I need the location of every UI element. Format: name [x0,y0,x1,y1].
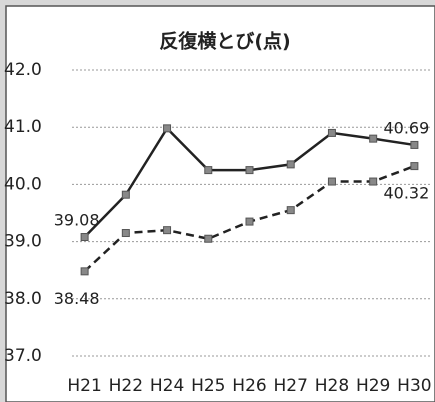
x-tick-label: H21 [67,376,101,396]
point-marker [369,134,378,143]
point-marker [327,177,336,186]
point-marker [121,190,130,199]
point-marker [204,234,213,243]
point-marker [245,217,254,226]
point-marker [369,177,378,186]
chart-frame [5,5,435,402]
x-tick-label: H25 [191,376,225,396]
x-tick-label: H29 [356,376,390,396]
y-tick-label: 41.0 [4,117,42,137]
y-tick-label: 39.0 [4,232,42,252]
data-label: 39.08 [54,211,100,230]
y-tick-label: 38.0 [4,289,42,309]
data-label: 38.48 [54,289,100,308]
x-tick-label: H22 [109,376,143,396]
point-marker [163,124,172,133]
point-marker [245,166,254,175]
y-tick-label: 42.0 [4,60,42,80]
x-tick-label: H26 [232,376,266,396]
chart-title: 反復横とび(点) [159,30,290,53]
data-label: 40.32 [383,184,429,203]
point-marker [80,267,89,276]
point-marker [80,233,89,242]
point-marker [410,140,419,149]
point-marker [163,226,172,235]
point-marker [204,166,213,175]
point-marker [286,206,295,215]
point-marker [286,160,295,169]
y-tick-label: 37.0 [4,346,42,366]
point-marker [327,128,336,137]
data-label: 40.69 [383,118,429,137]
x-tick-label: H27 [274,376,308,396]
x-tick-label: H28 [315,376,349,396]
x-tick-label: H24 [150,376,184,396]
x-tick-label: H30 [397,376,431,396]
y-tick-label: 40.0 [4,174,42,194]
point-marker [410,162,419,171]
point-marker [121,229,130,238]
